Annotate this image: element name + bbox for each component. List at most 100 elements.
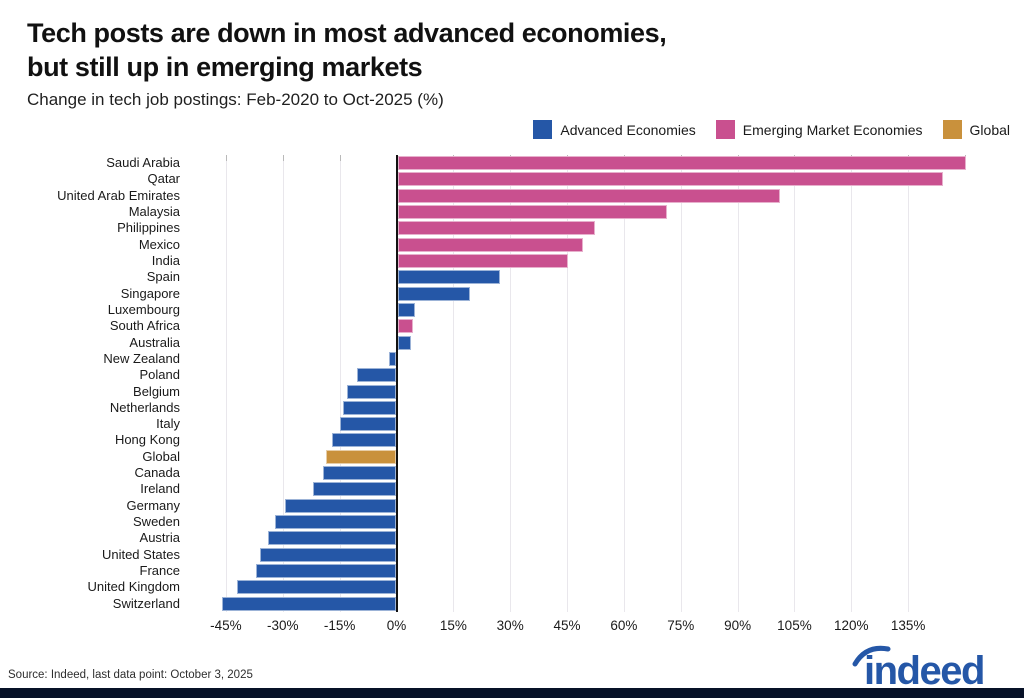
category-label-netherlands: Netherlands — [109, 399, 180, 415]
category-label-india: India — [151, 252, 180, 268]
gridline-45 — [567, 155, 569, 612]
category-label-mexico: Mexico — [138, 236, 180, 252]
top-tick-30 — [510, 155, 512, 161]
top-tick--45 — [225, 155, 227, 161]
category-label-poland: Poland — [139, 367, 180, 383]
source-note: Source: Indeed, last data point: October… — [8, 669, 253, 681]
category-label-sweden: Sweden — [133, 514, 180, 530]
gridline-135 — [908, 155, 910, 612]
bottom-accent-bar — [0, 688, 1024, 698]
x-tick-label-15: 15% — [439, 618, 467, 633]
category-label-france: France — [139, 563, 180, 579]
chart-title-line1: Tech posts are down in most advanced eco… — [27, 18, 667, 48]
indeed-logo: indeed — [850, 642, 1012, 693]
top-tick-15 — [453, 155, 455, 161]
bar-belgium — [347, 384, 397, 399]
top-tick--15 — [339, 155, 341, 161]
x-tick-label-90: 90% — [724, 618, 752, 633]
gridline-120 — [851, 155, 853, 612]
bar-poland — [356, 368, 397, 383]
x-tick-label-30: 30% — [496, 618, 524, 633]
category-label-malaysia: Malaysia — [128, 203, 180, 219]
top-tick-60 — [623, 155, 625, 161]
category-label-italy: Italy — [156, 416, 180, 432]
chart-title: Tech posts are down in most advanced eco… — [27, 16, 987, 84]
top-tick-150 — [965, 155, 966, 161]
legend-label-advanced: Advanced Economies — [560, 121, 696, 138]
category-label-united-arab-emirates: United Arab Emirates — [57, 187, 180, 203]
zero-axis-line — [395, 155, 398, 612]
bar-mexico — [397, 237, 584, 252]
category-label-austria: Austria — [139, 530, 180, 546]
plot-area — [190, 155, 1014, 612]
bar-austria — [267, 531, 397, 546]
legend-item-global: Global — [942, 120, 1010, 139]
x-tick-label-60: 60% — [610, 618, 638, 633]
x-tick-label-75: 75% — [667, 618, 695, 633]
bar-italy — [339, 417, 397, 432]
bar-netherlands — [343, 400, 397, 415]
x-tick-label-0: 0% — [386, 618, 407, 633]
bar-south-africa — [397, 319, 413, 334]
category-label-germany: Germany — [126, 497, 180, 513]
legend-label-global: Global — [969, 121, 1010, 138]
bar-france — [256, 564, 397, 579]
category-label-ireland: Ireland — [140, 481, 180, 497]
gridline-15 — [453, 155, 455, 612]
chart-subtitle: Change in tech job postings: Feb-2020 to… — [27, 90, 444, 109]
bar-luxembourg — [397, 302, 415, 317]
bar-canada — [322, 466, 397, 481]
top-tick-75 — [680, 155, 682, 161]
bar-sweden — [275, 515, 397, 530]
bar-global — [326, 449, 397, 464]
top-tick--30 — [282, 155, 284, 161]
bar-united-kingdom — [237, 580, 397, 595]
gridline--45 — [225, 155, 227, 612]
bar-india — [397, 253, 569, 268]
top-tick-135 — [908, 155, 910, 161]
gridline-30 — [510, 155, 512, 612]
indeed-logo-image: indeed — [852, 645, 985, 693]
category-label-hong-kong: Hong Kong — [114, 432, 180, 448]
x-tick-label-45: 45% — [553, 618, 581, 633]
category-label-spain: Spain — [146, 269, 180, 285]
legend-item-emerging: Emerging Market Economies — [715, 120, 923, 139]
category-label-canada: Canada — [134, 465, 180, 481]
category-label-saudi-arabia: Saudi Arabia — [106, 155, 180, 170]
x-tick-label-120: 120% — [834, 618, 869, 633]
gridline-75 — [680, 155, 682, 612]
category-label-belgium: Belgium — [133, 383, 180, 399]
bar-saudi-arabia — [397, 156, 966, 171]
bar-qatar — [397, 172, 944, 187]
legend-label-emerging: Emerging Market Economies — [742, 121, 923, 138]
bar-singapore — [397, 286, 470, 301]
x-tick-label-105: 105% — [777, 618, 812, 633]
category-label-australia: Australia — [129, 334, 180, 350]
legend-swatch-global-icon — [942, 120, 962, 139]
x-tick-label--45: -45% — [210, 618, 242, 633]
bar-germany — [284, 498, 397, 513]
gridline-105 — [794, 155, 796, 612]
category-label-philippines: Philippines — [117, 220, 180, 236]
top-tick-0 — [396, 155, 398, 161]
bar-switzerland — [222, 596, 397, 611]
category-label-qatar: Qatar — [147, 171, 180, 187]
x-tick-label--15: -15% — [323, 618, 356, 633]
top-tick-120 — [851, 155, 853, 161]
gridline--30 — [282, 155, 284, 612]
category-label-luxembourg: Luxembourg — [107, 301, 180, 317]
x-tick-label--30: -30% — [267, 618, 299, 633]
chart-title-line2: but still up in emerging markets — [27, 52, 423, 82]
top-tick-105 — [794, 155, 796, 161]
bar-philippines — [397, 221, 595, 236]
svg-text:indeed: indeed — [864, 649, 984, 688]
category-label-south-africa: South Africa — [109, 318, 180, 334]
legend-item-advanced: Advanced Economies — [533, 120, 696, 139]
category-label-singapore: Singapore — [120, 285, 180, 301]
bar-new-zealand — [388, 351, 397, 366]
category-label-global: Global — [142, 448, 180, 464]
bar-malaysia — [397, 204, 667, 219]
category-label-switzerland: Switzerland — [112, 595, 180, 611]
bar-spain — [397, 270, 500, 285]
gridline--15 — [339, 155, 341, 612]
